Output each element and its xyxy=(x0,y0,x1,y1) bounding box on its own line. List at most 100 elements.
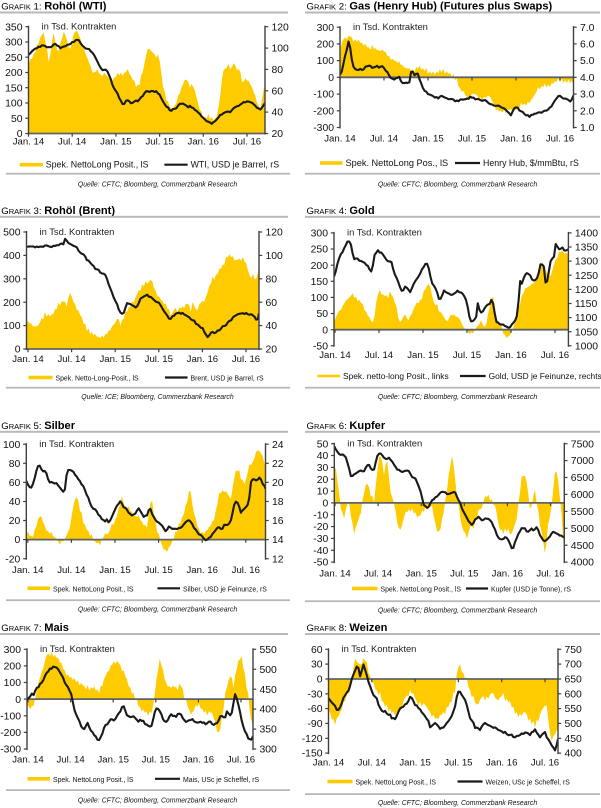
svg-text:Gold, USD je Feinunze, rechts: Gold, USD je Feinunze, rechts xyxy=(489,371,601,381)
svg-text:-300: -300 xyxy=(0,745,21,756)
svg-text:Jul. 14: Jul. 14 xyxy=(358,758,387,769)
svg-text:Jul. 15: Jul. 15 xyxy=(458,133,486,144)
svg-text:Jan. 15: Jan. 15 xyxy=(412,133,443,144)
svg-text:in Tsd. Kontrakten: in Tsd. Kontrakten xyxy=(342,643,417,654)
svg-text:Jan. 16: Jan. 16 xyxy=(187,354,218,365)
svg-text:-10: -10 xyxy=(313,510,328,521)
svg-text:100: 100 xyxy=(266,251,284,262)
svg-text:Jan. 14: Jan. 14 xyxy=(319,350,351,361)
svg-text:40: 40 xyxy=(9,497,21,508)
svg-text:550: 550 xyxy=(260,645,278,656)
svg-text:1000: 1000 xyxy=(575,341,598,352)
svg-text:GRAFIK 8: Weizen: GRAFIK 8: Weizen xyxy=(307,622,388,634)
svg-text:Quelle: CFTC; Bloomberg, Comme: Quelle: CFTC; Bloomberg, Commerzbank Res… xyxy=(378,394,537,401)
svg-text:0: 0 xyxy=(322,325,328,336)
svg-text:Jul. 14: Jul. 14 xyxy=(58,137,87,148)
svg-text:60: 60 xyxy=(272,86,284,97)
svg-text:4.0: 4.0 xyxy=(580,73,595,84)
svg-text:Henry Hub, $/mmBtu, rS: Henry Hub, $/mmBtu, rS xyxy=(483,158,579,168)
svg-text:100: 100 xyxy=(317,56,335,67)
svg-text:4000: 4000 xyxy=(571,558,594,569)
svg-text:-300: -300 xyxy=(313,123,334,134)
svg-text:Jan. 16: Jan. 16 xyxy=(495,350,526,361)
svg-text:Jan. 16: Jan. 16 xyxy=(183,755,214,766)
svg-text:550: 550 xyxy=(565,704,583,715)
svg-text:Jan. 14: Jan. 14 xyxy=(12,565,44,576)
svg-text:1250: 1250 xyxy=(575,271,598,282)
svg-text:-100: -100 xyxy=(0,711,21,722)
svg-text:6500: 6500 xyxy=(571,473,594,484)
svg-text:Spek. NettoLong Posit., lS: Spek. NettoLong Posit., lS xyxy=(381,587,462,594)
svg-text:50: 50 xyxy=(11,114,23,125)
svg-text:350: 350 xyxy=(260,725,278,736)
svg-text:Jan. 15: Jan. 15 xyxy=(405,569,436,580)
svg-text:Jan. 14: Jan. 14 xyxy=(13,137,45,148)
svg-text:20: 20 xyxy=(272,478,284,489)
svg-text:300: 300 xyxy=(5,38,23,49)
svg-text:GRAFIK 7: Mais: GRAFIK 7: Mais xyxy=(1,622,69,634)
svg-text:18: 18 xyxy=(272,497,284,508)
svg-text:GRAFIK 1: Rohöl (WTI): GRAFIK 1: Rohöl (WTI) xyxy=(1,1,106,13)
svg-text:100: 100 xyxy=(3,321,21,332)
svg-text:-40: -40 xyxy=(313,546,328,557)
svg-text:-200: -200 xyxy=(313,106,334,117)
svg-text:40: 40 xyxy=(272,108,284,119)
svg-text:300: 300 xyxy=(260,745,278,756)
svg-text:Jan. 16: Jan. 16 xyxy=(188,137,219,148)
svg-text:120: 120 xyxy=(266,228,284,239)
svg-text:700: 700 xyxy=(565,660,583,671)
svg-text:200: 200 xyxy=(3,298,21,309)
svg-text:60: 60 xyxy=(9,478,21,489)
svg-text:1050: 1050 xyxy=(575,327,598,338)
svg-text:20: 20 xyxy=(266,345,278,356)
svg-text:Jul. 15: Jul. 15 xyxy=(142,755,170,766)
svg-text:Jan. 15: Jan. 15 xyxy=(100,137,131,148)
svg-text:Quelle: CFTC; Bloomberg, Comme: Quelle: CFTC; Bloomberg, Commerzbank Res… xyxy=(78,798,237,805)
svg-text:Jul. 16: Jul. 16 xyxy=(541,350,569,361)
svg-text:GRAFIK 4: Gold: GRAFIK 4: Gold xyxy=(307,205,375,217)
svg-text:Weizen, USc je Scheffel, rS: Weizen, USc je Scheffel, rS xyxy=(486,780,571,787)
svg-text:-150: -150 xyxy=(302,749,323,760)
svg-text:Jan. 16: Jan. 16 xyxy=(500,133,531,144)
svg-text:Jul. 14: Jul. 14 xyxy=(365,350,394,361)
svg-text:400: 400 xyxy=(565,749,583,760)
svg-text:0: 0 xyxy=(15,695,21,706)
svg-text:Spek. NettoLong Posit., lS: Spek. NettoLong Posit., lS xyxy=(53,777,134,784)
svg-text:in Tsd. Kontrakten: in Tsd. Kontrakten xyxy=(42,21,117,32)
svg-text:Jan. 15: Jan. 15 xyxy=(97,755,128,766)
svg-text:1400: 1400 xyxy=(575,229,598,240)
svg-text:16: 16 xyxy=(272,516,284,527)
svg-text:Jan. 14: Jan. 14 xyxy=(313,758,345,769)
svg-text:150: 150 xyxy=(311,277,329,288)
svg-text:-200: -200 xyxy=(0,728,21,739)
svg-text:Jul. 14: Jul. 14 xyxy=(370,133,399,144)
svg-text:50: 50 xyxy=(317,439,329,450)
svg-text:GRAFIK 5: Silber: GRAFIK 5: Silber xyxy=(1,420,75,432)
svg-text:GRAFIK 2: Gas (Henry Hub) (Fut: GRAFIK 2: Gas (Henry Hub) (Futures plus … xyxy=(307,1,553,13)
svg-text:-50: -50 xyxy=(313,341,328,352)
svg-text:100: 100 xyxy=(5,99,23,110)
svg-text:300: 300 xyxy=(317,23,335,34)
svg-text:0: 0 xyxy=(328,73,334,84)
svg-text:100: 100 xyxy=(311,293,329,304)
svg-text:Jan. 14: Jan. 14 xyxy=(319,569,351,580)
svg-text:Jan. 16: Jan. 16 xyxy=(486,758,517,769)
svg-text:Silber, USD je Feinunze, rS: Silber, USD je Feinunze, rS xyxy=(183,586,267,593)
svg-text:GRAFIK 3: Rohöl (Brent): GRAFIK 3: Rohöl (Brent) xyxy=(1,205,115,217)
svg-text:200: 200 xyxy=(317,40,335,51)
svg-text:Jan. 16: Jan. 16 xyxy=(186,565,217,576)
svg-text:300: 300 xyxy=(3,274,21,285)
svg-text:300: 300 xyxy=(4,645,22,656)
svg-text:30: 30 xyxy=(311,660,323,671)
svg-text:2.0: 2.0 xyxy=(580,106,595,117)
svg-text:Quelle: CFTC; Bloomberg, Comme: Quelle: CFTC; Bloomberg, Commerzbank Res… xyxy=(78,607,237,614)
svg-text:5000: 5000 xyxy=(571,524,594,535)
svg-text:20: 20 xyxy=(9,516,21,527)
svg-text:Jul. 16: Jul. 16 xyxy=(546,133,574,144)
svg-text:100: 100 xyxy=(3,440,21,451)
svg-text:7.0: 7.0 xyxy=(580,23,595,34)
svg-text:1.0: 1.0 xyxy=(580,123,595,134)
svg-text:500: 500 xyxy=(565,719,583,730)
svg-text:Jul. 14: Jul. 14 xyxy=(364,569,393,580)
svg-text:-100: -100 xyxy=(313,90,334,101)
